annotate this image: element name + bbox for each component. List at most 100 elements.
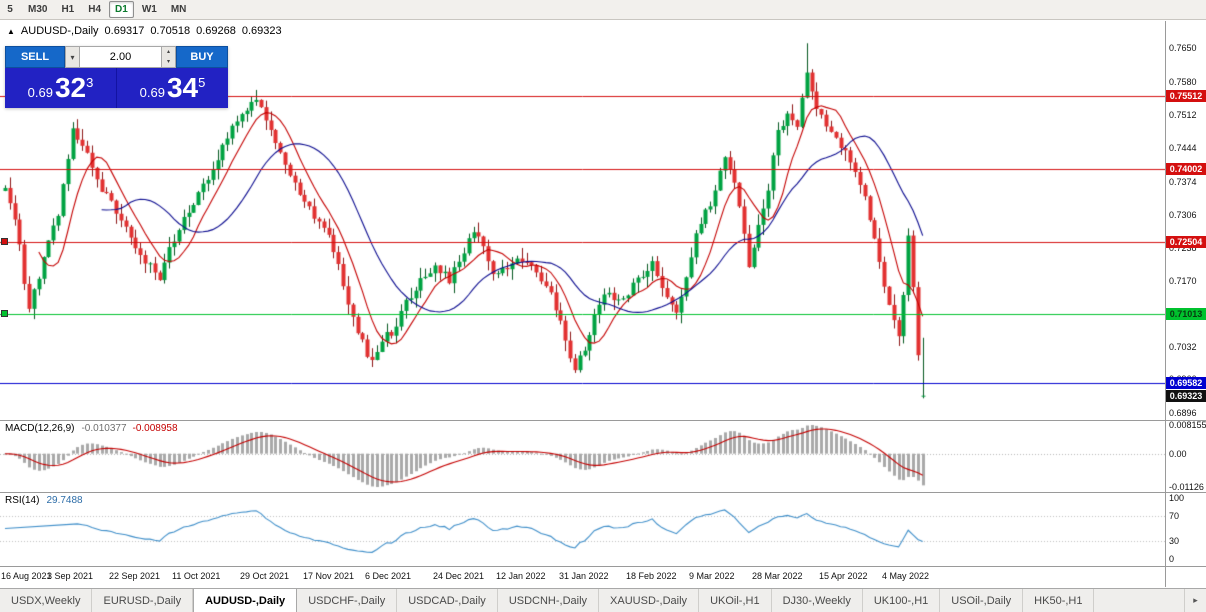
timeframe-button-h4[interactable]: H4 (88, 4, 102, 15)
sell-price-display[interactable]: 0.69 32 3 (5, 68, 116, 108)
timeframe-toolbar: 5 M30 H1 H4 D1 W1 MN (0, 0, 1206, 20)
price-line-badge[interactable]: 0.72504 (1166, 236, 1206, 248)
chart-tab-usdx-weekly[interactable]: USDX,Weekly (0, 589, 93, 612)
ohlc-low: 0.69268 (196, 25, 236, 37)
date-axis-label: 4 May 2022 (882, 571, 930, 581)
date-axis-label: 6 Dec 2021 (365, 571, 412, 581)
up-triangle-icon: ▲ (7, 26, 15, 36)
date-axis-label: 12 Jan 2022 (496, 571, 546, 581)
volume-dropdown-icon[interactable]: ▾ (65, 46, 80, 68)
rsi-axis-label: 30 (1169, 536, 1180, 546)
y-axis-label: 0.7032 (1169, 342, 1197, 352)
macd-rsi-splitter[interactable] (0, 492, 1206, 493)
volume-step-down-icon[interactable]: ▾ (162, 57, 175, 67)
date-axis-label: 9 Mar 2022 (689, 571, 735, 581)
buy-price-display[interactable]: 0.69 34 5 (116, 68, 228, 108)
price-line-badge[interactable]: 0.69582 (1166, 377, 1206, 389)
hline-drag-marker[interactable] (1, 238, 8, 245)
chart-tab-usoil-daily[interactable]: USOil-,Daily (940, 589, 1024, 612)
y-axis-label: 0.7170 (1169, 276, 1197, 286)
macd-axis-label: -0.01126 (1169, 482, 1204, 492)
date-axis[interactable]: 16 Aug 2021 3 Sep 2021 22 Sep 2021 11 Oct 2… (0, 567, 1165, 587)
y-axis-label: 0.7306 (1169, 210, 1197, 220)
date-axis-label: 24 Dec 2021 (433, 571, 485, 581)
ohlc-high: 0.70518 (150, 25, 191, 37)
current-price-badge[interactable]: 0.69323 (1166, 390, 1206, 402)
volume-step-up-icon[interactable]: ▴ (162, 47, 175, 57)
main-macd-splitter[interactable] (0, 420, 1206, 421)
timeframe-button-d1[interactable]: D1 (109, 1, 134, 18)
buy-price-sup: 5 (198, 74, 206, 90)
chart-ohlc-header: ▲ AUDUSD-,Daily 0.69317 0.70518 0.69268 … (7, 25, 282, 37)
macd-axis-label: 0.008155 (1169, 420, 1206, 430)
price-axis[interactable]: 0.7650 0.7580 0.7512 0.7444 0.7374 0.7306 0.72… (1166, 21, 1206, 587)
buy-price-big: 34 (166, 72, 199, 103)
buy-button[interactable]: BUY (176, 46, 228, 68)
price-line-badge[interactable]: 0.71013 (1166, 308, 1206, 320)
y-axis-label: 0.6896 (1169, 408, 1197, 418)
macd-axis: 0.008155 0.00 -0.01126 (1166, 420, 1206, 492)
sell-price-base: 0.69 (27, 85, 53, 100)
rsi-axis-label: 0 (1169, 554, 1175, 564)
y-axis-label: 0.7580 (1169, 77, 1197, 87)
chart-tab-ukoil-h1[interactable]: UKOil-,H1 (699, 589, 772, 612)
price-axis-separator (1165, 21, 1166, 587)
chart-tab-usdcnh-daily[interactable]: USDCNH-,Daily (498, 589, 600, 612)
hline-drag-marker[interactable] (1, 310, 8, 317)
chart-tab-xauusd-daily[interactable]: XAUUSD-,Daily (599, 589, 700, 612)
chart-symbol-label: AUDUSD-,Daily (20, 25, 99, 37)
volume-input[interactable] (80, 46, 162, 68)
date-axis-label: 17 Nov 2021 (303, 571, 355, 581)
timeframe-button-w1[interactable]: W1 (141, 4, 157, 15)
price-line-badge[interactable]: 0.74002 (1166, 163, 1206, 175)
date-axis-label: 22 Sep 2021 (109, 571, 161, 581)
rsi-chart-canvas[interactable] (0, 493, 1165, 566)
y-axis-label: 0.7374 (1169, 177, 1197, 187)
macd-chart-canvas[interactable] (0, 421, 1165, 492)
timeframe-button-h1[interactable]: H1 (61, 4, 75, 15)
y-axis-label: 0.7650 (1169, 43, 1197, 53)
rsi-dateaxis-splitter (0, 566, 1206, 567)
rsi-axis: 100 70 30 0 (1166, 493, 1206, 566)
sell-button[interactable]: SELL (5, 46, 65, 68)
macd-title: MACD(12,26,9) (5, 423, 75, 434)
y-axis-label: 0.7238 (1169, 243, 1197, 253)
price-line-badge[interactable]: 0.75512 (1166, 90, 1206, 102)
date-axis-label: 31 Jan 2022 (559, 571, 609, 581)
rsi-value: 29.7488 (46, 495, 83, 506)
date-axis-label: 28 Mar 2022 (752, 571, 803, 581)
rsi-header: RSI(14) 29.7488 (5, 495, 83, 506)
chart-tab-bar: USDX,Weekly EURUSD-,Daily AUDUSD-,Daily USD… (0, 588, 1206, 612)
chart-tab-audusd-daily[interactable]: AUDUSD-,Daily (193, 589, 298, 612)
buy-price-base: 0.69 (139, 85, 165, 100)
rsi-axis-label: 70 (1169, 511, 1180, 521)
macd-axis-label: 0.00 (1169, 449, 1187, 459)
rsi-axis-label: 100 (1169, 493, 1185, 503)
date-axis-label: 16 Aug 2021 (1, 571, 52, 581)
sell-price-big: 32 (54, 72, 87, 103)
chart-tab-usdcad-daily[interactable]: USDCAD-,Daily (397, 589, 498, 612)
volume-stepper[interactable]: ▴ ▾ (162, 46, 176, 68)
chart-tab-uk100-h1[interactable]: UK100-,H1 (863, 589, 941, 612)
macd-value-signal: -0.008958 (132, 423, 178, 434)
date-axis-label: 3 Sep 2021 (47, 571, 94, 581)
macd-header: MACD(12,26,9) -0.010377 -0.008958 (5, 423, 178, 434)
rsi-title: RSI(14) (5, 495, 40, 506)
timeframe-button-mn[interactable]: MN (170, 4, 187, 15)
date-axis-label: 15 Apr 2022 (819, 571, 868, 581)
ohlc-close: 0.69323 (241, 25, 282, 37)
y-axis-label: 0.7444 (1169, 143, 1197, 153)
timeframe-button-5[interactable]: 5 (7, 4, 13, 15)
timeframe-button-m30[interactable]: M30 (28, 4, 48, 15)
chart-tab-hk50-h1[interactable]: HK50-,H1 (1023, 589, 1095, 612)
date-axis-label: 11 Oct 2021 (172, 571, 221, 581)
sell-price-sup: 3 (86, 74, 94, 90)
chart-tab-dj30-weekly[interactable]: DJ30-,Weekly (772, 589, 863, 612)
y-axis-label: 0.7512 (1169, 110, 1197, 120)
chart-tab-eurusd-daily[interactable]: EURUSD-,Daily (92, 589, 194, 612)
chart-tab-usdchf-daily[interactable]: USDCHF-,Daily (297, 589, 398, 612)
tab-scroll-right-icon[interactable]: ▸ (1184, 589, 1206, 612)
macd-value-main: -0.010377 (81, 423, 127, 434)
ohlc-open: 0.69317 (104, 25, 145, 37)
